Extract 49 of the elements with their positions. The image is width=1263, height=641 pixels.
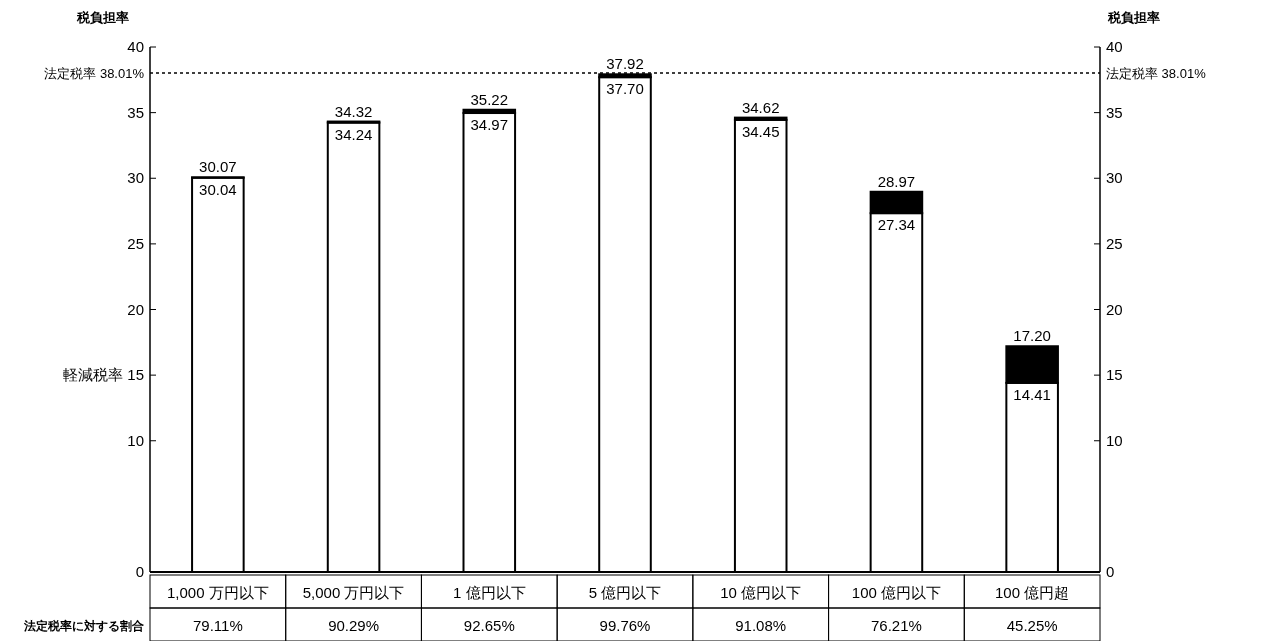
x-tick-label: 1 億円以下 bbox=[453, 584, 526, 601]
total-label: 28.97 bbox=[877, 172, 916, 190]
y-tick-label: 10 bbox=[127, 431, 144, 449]
data-label: 27.34 bbox=[877, 216, 916, 234]
y-tick-label: 20 bbox=[127, 300, 144, 318]
y-tick-label: 25 bbox=[127, 234, 144, 252]
text: 92.65% bbox=[463, 617, 515, 634]
x-tick-label: 100 億円以下 bbox=[851, 584, 942, 601]
total-label: 37.92 bbox=[606, 55, 644, 73]
data-label: 34.24 bbox=[334, 125, 373, 143]
y2-axis-title: 税負担率 bbox=[1107, 10, 1160, 25]
y-tick-label: 35 bbox=[127, 103, 144, 121]
text: 91.08% bbox=[735, 617, 787, 634]
total-label: 17.20 bbox=[1013, 327, 1051, 345]
y2-tick-label: 15 bbox=[1106, 366, 1123, 384]
data-label: 34.45 bbox=[741, 122, 780, 140]
x-tick-label: 100 億円超 bbox=[995, 584, 1070, 601]
total-label: 30.07 bbox=[199, 158, 237, 176]
y2-tick-label: 20 bbox=[1106, 300, 1123, 318]
data-label: 14.41 bbox=[1013, 385, 1051, 403]
total-label: 34.62 bbox=[741, 98, 780, 116]
text: 99.76% bbox=[599, 617, 651, 634]
data-label: 30.04 bbox=[199, 180, 237, 198]
text: 法定税率 38.01% bbox=[1106, 66, 1206, 82]
y-tick-label: 0 bbox=[135, 563, 144, 580]
x-tick-label: 5 億円以下 bbox=[588, 584, 662, 601]
text: 法定税率に対する割合 bbox=[23, 619, 145, 633]
x-tick-label: 5,000 万円以下 bbox=[302, 584, 405, 601]
y-tick-label: 軽減税率 15 bbox=[63, 366, 144, 384]
y2-tick-label: 25 bbox=[1106, 234, 1123, 252]
text: 90.29% bbox=[328, 617, 380, 634]
data-label: 37.70 bbox=[606, 80, 644, 98]
y-axis-title: 税負担率 bbox=[76, 10, 129, 25]
y2-tick-label: 30 bbox=[1106, 169, 1123, 187]
y2-tick-label: 40 bbox=[1106, 38, 1123, 55]
data-label: 34.97 bbox=[470, 116, 509, 134]
x-tick-label: 10 億円以下 bbox=[720, 584, 802, 601]
text: 45.25% bbox=[1006, 617, 1058, 634]
text: 76.21% bbox=[870, 617, 922, 634]
x-tick-label: 1,000 万円以下 bbox=[167, 584, 269, 601]
y-tick-label: 30 bbox=[127, 169, 144, 187]
y2-tick-label: 0 bbox=[1106, 563, 1115, 580]
y2-tick-label: 35 bbox=[1106, 103, 1123, 121]
y-tick-label: 40 bbox=[127, 38, 144, 55]
ref-line-label: 法定税率 38.01% bbox=[44, 66, 145, 82]
text: 79.11% bbox=[192, 617, 243, 634]
total-label: 34.32 bbox=[334, 102, 373, 120]
y2-tick-label: 10 bbox=[1106, 431, 1123, 449]
total-label: 35.22 bbox=[470, 90, 509, 108]
